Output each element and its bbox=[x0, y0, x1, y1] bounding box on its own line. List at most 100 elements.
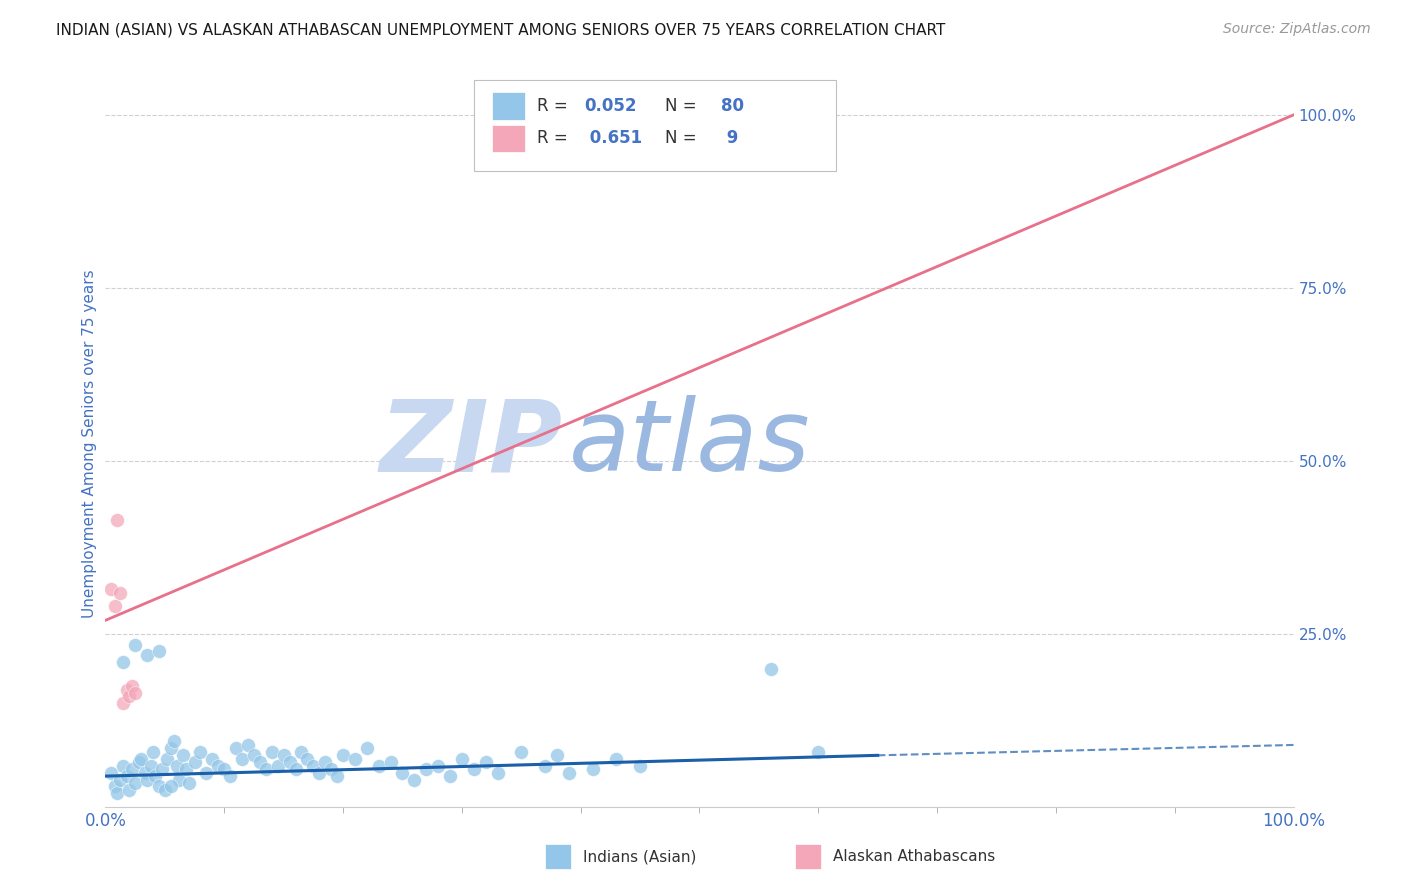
Point bbox=[152, 762, 174, 776]
Point bbox=[236, 738, 259, 752]
Point bbox=[225, 741, 247, 756]
Point bbox=[148, 780, 170, 794]
Point bbox=[302, 758, 325, 772]
Point bbox=[463, 762, 485, 776]
Point bbox=[404, 772, 426, 787]
Point bbox=[112, 758, 135, 772]
Text: 0.651: 0.651 bbox=[585, 129, 643, 147]
Text: R =: R = bbox=[537, 96, 572, 115]
Point bbox=[427, 758, 450, 772]
Text: INDIAN (ASIAN) VS ALASKAN ATHABASCAN UNEMPLOYMENT AMONG SENIORS OVER 75 YEARS CO: INDIAN (ASIAN) VS ALASKAN ATHABASCAN UNE… bbox=[56, 22, 946, 37]
Text: 0.052: 0.052 bbox=[585, 96, 637, 115]
Point bbox=[273, 748, 295, 763]
Point bbox=[807, 745, 830, 759]
Point bbox=[177, 776, 200, 790]
Point bbox=[439, 769, 461, 783]
Text: Source: ZipAtlas.com: Source: ZipAtlas.com bbox=[1223, 22, 1371, 37]
Point bbox=[195, 765, 218, 780]
Point bbox=[172, 748, 194, 763]
Point bbox=[156, 752, 179, 766]
Point bbox=[207, 758, 229, 772]
Point bbox=[450, 752, 472, 766]
Text: Alaskan Athabascans: Alaskan Athabascans bbox=[832, 849, 995, 864]
Point bbox=[100, 765, 122, 780]
Text: ZIP: ZIP bbox=[380, 395, 562, 492]
Point bbox=[510, 745, 533, 759]
Point bbox=[278, 756, 301, 770]
Point bbox=[332, 748, 354, 763]
Point bbox=[124, 776, 146, 790]
Point bbox=[356, 741, 378, 756]
Point bbox=[143, 769, 166, 783]
Point bbox=[136, 648, 159, 662]
Point bbox=[153, 783, 176, 797]
Point bbox=[314, 756, 336, 770]
FancyBboxPatch shape bbox=[474, 80, 837, 171]
Point bbox=[326, 769, 349, 783]
Text: 80: 80 bbox=[721, 96, 744, 115]
Point bbox=[174, 762, 197, 776]
Point bbox=[214, 762, 236, 776]
Point bbox=[267, 758, 290, 772]
Bar bbox=[492, 125, 524, 153]
Point bbox=[581, 762, 603, 776]
Point bbox=[112, 655, 135, 669]
Point bbox=[308, 765, 330, 780]
Point bbox=[121, 679, 143, 693]
Point bbox=[108, 585, 131, 599]
Point bbox=[136, 772, 159, 787]
Point bbox=[129, 752, 152, 766]
Point bbox=[260, 745, 283, 759]
Y-axis label: Unemployment Among Seniors over 75 years: Unemployment Among Seniors over 75 years bbox=[82, 269, 97, 618]
Point bbox=[159, 741, 181, 756]
Point bbox=[534, 758, 557, 772]
Bar bbox=[492, 92, 524, 120]
Point bbox=[290, 745, 312, 759]
Point bbox=[167, 772, 190, 787]
Point bbox=[628, 758, 651, 772]
Point bbox=[108, 772, 131, 787]
Point bbox=[104, 599, 127, 614]
Point bbox=[159, 780, 181, 794]
Point bbox=[100, 582, 122, 597]
Point bbox=[118, 783, 141, 797]
Text: N =: N = bbox=[665, 129, 702, 147]
Point bbox=[391, 765, 413, 780]
Point bbox=[115, 769, 138, 783]
Point bbox=[104, 780, 127, 794]
Point bbox=[605, 752, 627, 766]
Point bbox=[297, 752, 319, 766]
Point bbox=[415, 762, 437, 776]
Text: N =: N = bbox=[665, 96, 702, 115]
Point bbox=[231, 752, 253, 766]
Point bbox=[367, 758, 389, 772]
Point bbox=[163, 734, 186, 748]
Point bbox=[546, 748, 568, 763]
Point bbox=[254, 762, 277, 776]
Point bbox=[105, 786, 128, 800]
Point bbox=[201, 752, 224, 766]
Point bbox=[474, 756, 496, 770]
Point bbox=[219, 769, 242, 783]
Point bbox=[121, 762, 143, 776]
Point bbox=[124, 638, 146, 652]
Point bbox=[380, 756, 402, 770]
Text: 9: 9 bbox=[721, 129, 738, 147]
Point bbox=[759, 662, 782, 676]
Point bbox=[105, 513, 128, 527]
Point bbox=[243, 748, 266, 763]
Point bbox=[148, 644, 170, 658]
Text: Indians (Asian): Indians (Asian) bbox=[583, 849, 696, 864]
Text: atlas: atlas bbox=[569, 395, 810, 492]
Point bbox=[112, 697, 135, 711]
Point bbox=[166, 758, 188, 772]
Point bbox=[128, 756, 150, 770]
Bar bbox=[546, 844, 571, 870]
Point bbox=[284, 762, 307, 776]
Bar bbox=[794, 844, 821, 870]
Point bbox=[134, 765, 156, 780]
Point bbox=[249, 756, 271, 770]
Point bbox=[321, 762, 343, 776]
Point bbox=[558, 765, 581, 780]
Text: R =: R = bbox=[537, 129, 572, 147]
